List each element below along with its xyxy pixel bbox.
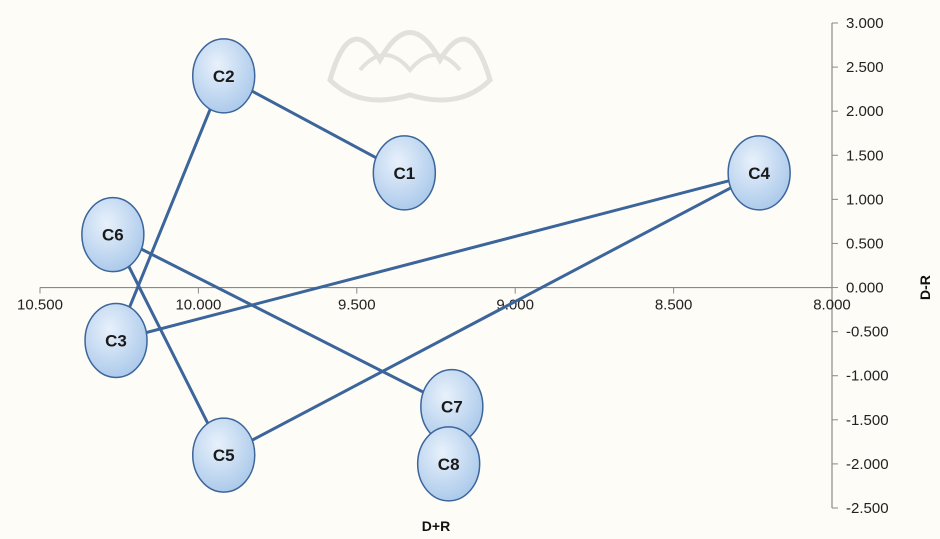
node-c1: C1 bbox=[372, 135, 437, 211]
node-label: C6 bbox=[102, 226, 124, 245]
node-marker bbox=[372, 135, 437, 211]
x-tick-label: 10.000 bbox=[175, 297, 221, 314]
y-tick-label: 0.500 bbox=[846, 235, 884, 252]
node-marker bbox=[81, 196, 145, 273]
x-tick-label: 8.000 bbox=[813, 297, 851, 314]
node-label: C8 bbox=[438, 455, 460, 474]
link-c2-c1 bbox=[222, 74, 406, 175]
y-tick-label: -2.500 bbox=[846, 500, 889, 517]
y-tick-label: 1.000 bbox=[846, 191, 884, 208]
link-c6-c7 bbox=[111, 233, 454, 409]
node-label: C5 bbox=[213, 446, 235, 465]
x-tick-label: 8.500 bbox=[655, 297, 693, 314]
link-c2-c3 bbox=[114, 74, 226, 342]
x-tick-label: 9.000 bbox=[496, 297, 534, 314]
link-lines bbox=[111, 74, 761, 457]
node-c3: C3 bbox=[84, 302, 148, 379]
node-c6: C6 bbox=[81, 196, 145, 273]
node-marker bbox=[727, 135, 791, 211]
y-tick-label: -1.500 bbox=[846, 412, 889, 429]
link-c3-c4 bbox=[114, 171, 761, 342]
watermark-logo bbox=[327, 30, 493, 103]
node-c5: C5 bbox=[191, 417, 256, 493]
y-tick-label: -2.000 bbox=[846, 456, 889, 473]
x-tick-label: 9.500 bbox=[338, 297, 376, 314]
node-marker bbox=[84, 302, 148, 379]
y-axis-title: D-R bbox=[917, 275, 933, 300]
node-label: C4 bbox=[748, 164, 770, 183]
x-tick-label: 10.500 bbox=[17, 297, 63, 314]
node-marker bbox=[191, 38, 256, 114]
node-label: C3 bbox=[105, 331, 127, 350]
axes: 10.500 10.000 9.500 9.000 8.500 8.000 3.000 2.5… bbox=[17, 15, 933, 534]
node-label: C7 bbox=[441, 398, 463, 417]
node-c2: C2 bbox=[191, 38, 256, 114]
y-tick-label: -1.000 bbox=[846, 368, 889, 385]
y-tick-label: 0.000 bbox=[846, 280, 884, 297]
node-label: C2 bbox=[213, 67, 235, 86]
y-tick-label: 1.500 bbox=[846, 147, 884, 164]
node-c7: C7 bbox=[420, 368, 484, 445]
node-c4: C4 bbox=[727, 135, 791, 211]
nodes: C1 C2 C3 C4 C5 C6 C7 C8 bbox=[81, 38, 791, 502]
node-marker bbox=[416, 426, 481, 502]
y-tick-label: 3.000 bbox=[846, 15, 884, 32]
node-label: C1 bbox=[393, 164, 415, 183]
link-c5-c4 bbox=[222, 171, 761, 457]
y-tick-label: 2.000 bbox=[846, 103, 884, 120]
y-tick-label: 2.500 bbox=[846, 59, 884, 76]
link-c6-c5 bbox=[111, 233, 226, 457]
y-tick-label: -0.500 bbox=[846, 324, 889, 341]
node-marker bbox=[191, 417, 256, 493]
node-c8: C8 bbox=[416, 426, 481, 502]
x-axis-title: D+R bbox=[422, 518, 450, 534]
